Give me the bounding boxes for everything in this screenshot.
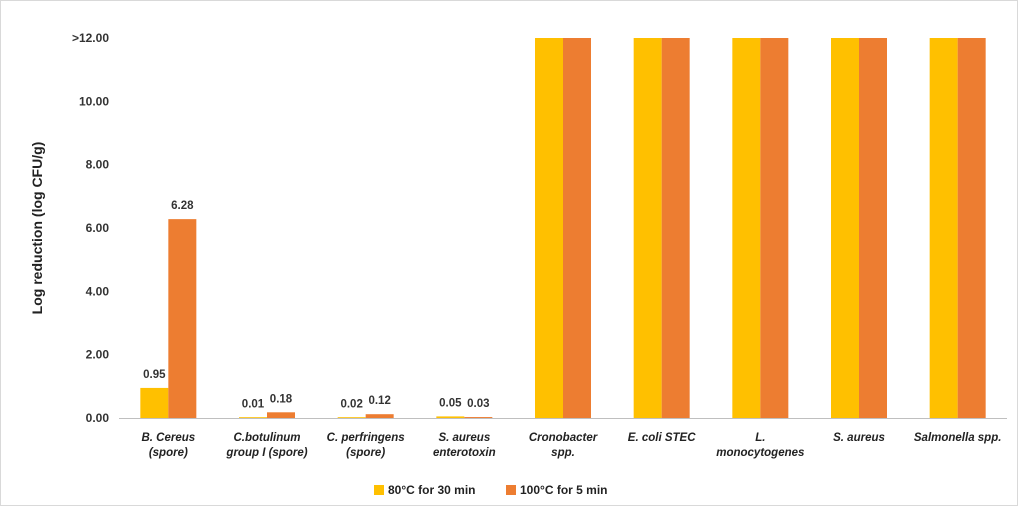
category-label: S. aureus enterotoxin bbox=[433, 432, 496, 459]
category-label: S. aureus bbox=[833, 432, 885, 444]
bar-series1 bbox=[436, 416, 465, 418]
y-axis-ticks: 0.00 2.00 4.00 6.00 8.00 10.00 >12.00 bbox=[72, 31, 109, 425]
y-tick-label: 2.00 bbox=[86, 348, 110, 362]
legend-swatch bbox=[374, 485, 384, 495]
y-tick-label: 0.00 bbox=[86, 411, 110, 425]
bars bbox=[140, 38, 986, 418]
data-label: 0.02 bbox=[340, 398, 362, 410]
category-label: C.botulinum group I (spore) bbox=[225, 432, 307, 459]
bar-series1 bbox=[535, 38, 563, 418]
bar-series1 bbox=[337, 417, 366, 418]
data-label: 0.03 bbox=[467, 398, 489, 410]
bar-series1 bbox=[831, 38, 859, 418]
bar-series2 bbox=[563, 38, 591, 418]
data-label: 0.05 bbox=[439, 397, 462, 409]
y-tick-label: 8.00 bbox=[86, 158, 110, 172]
bar-series1 bbox=[239, 417, 267, 418]
y-tick-label: 10.00 bbox=[79, 94, 109, 108]
category-label: E. coli STEC bbox=[628, 432, 696, 444]
bar-series2 bbox=[464, 417, 493, 418]
legend-label: 80°C for 30 min bbox=[388, 483, 476, 497]
bar-series2 bbox=[760, 38, 789, 418]
data-label: 0.18 bbox=[270, 393, 293, 405]
bar-series1 bbox=[140, 387, 169, 418]
category-labels: B. Cereus (spore) C.botulinum group I (spor… bbox=[141, 432, 1001, 459]
category-label: Cronobacter spp. bbox=[529, 432, 598, 459]
y-tick-label: 4.00 bbox=[86, 284, 110, 298]
category-label: Salmonella spp. bbox=[914, 432, 1002, 444]
category-label: B. Cereus (spore) bbox=[141, 432, 195, 459]
y-axis-title: Log reduction (log CFU/g) bbox=[29, 142, 45, 315]
category-label: C. perfringens (spore) bbox=[327, 432, 405, 459]
bar-series2 bbox=[957, 38, 986, 418]
y-tick-label: >12.00 bbox=[72, 31, 109, 45]
bar-series2 bbox=[168, 219, 197, 418]
y-tick-label: 6.00 bbox=[86, 221, 110, 235]
legend: 80°C for 30 min 100°C for 5 min bbox=[374, 483, 608, 497]
data-label: 0.01 bbox=[242, 399, 265, 411]
bar-series1 bbox=[929, 38, 958, 418]
data-label: 0.95 bbox=[143, 369, 166, 381]
data-label: 6.28 bbox=[171, 200, 194, 212]
data-label: 0.12 bbox=[368, 395, 390, 407]
bar-series2 bbox=[859, 38, 887, 418]
bar-series1 bbox=[633, 38, 662, 418]
bar-series2 bbox=[365, 414, 394, 418]
bar-series1 bbox=[732, 38, 761, 418]
bar-series2 bbox=[267, 412, 295, 418]
legend-swatch bbox=[506, 485, 516, 495]
data-labels: 0.95 6.28 0.01 0.18 0.02 0.12 0.05 0.03 bbox=[143, 200, 489, 411]
legend-label: 100°C for 5 min bbox=[520, 483, 608, 497]
bar-series2 bbox=[661, 38, 690, 418]
category-label: L. monocytogenes bbox=[716, 432, 804, 459]
